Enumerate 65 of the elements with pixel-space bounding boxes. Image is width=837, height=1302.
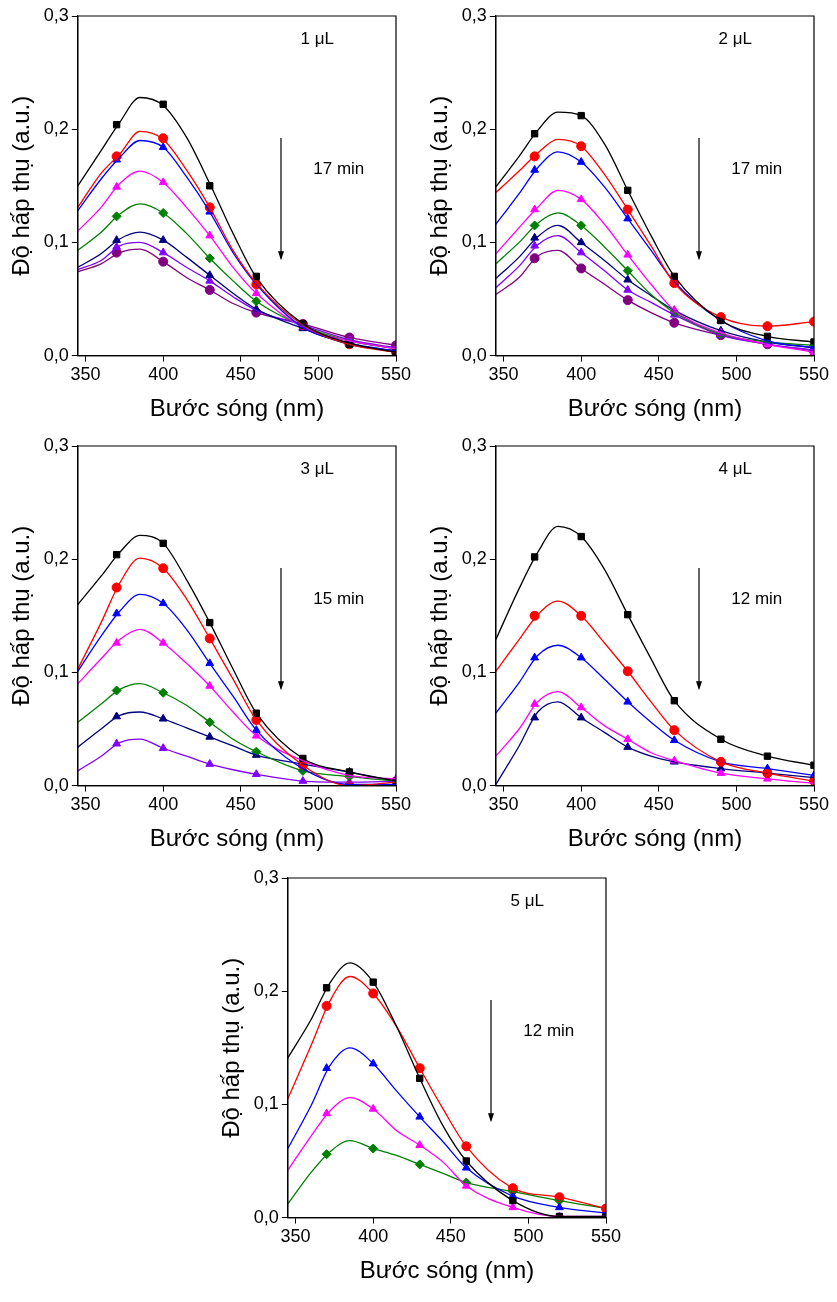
x-tick-label: 500 <box>721 364 752 385</box>
y-tick-label: 0,0 <box>461 774 487 795</box>
annotation: 15 min <box>313 588 365 608</box>
y-tick-label: 0,3 <box>461 434 487 455</box>
x-tick-label: 400 <box>566 794 597 815</box>
y-axis-title: Độ hấp thụ (a.u.) <box>7 95 35 276</box>
y-tick-label: 0,0 <box>461 344 487 365</box>
x-tick-label: 350 <box>70 794 101 815</box>
x-tick-label: 400 <box>358 1226 389 1247</box>
x-tick-label: 450 <box>225 794 256 815</box>
x-tick-label: 350 <box>488 364 519 385</box>
x-tick-label: 350 <box>280 1226 311 1247</box>
y-tick-label: 0,1 <box>43 661 69 682</box>
x-tick-label: 500 <box>721 794 752 815</box>
y-tick-label: 0,0 <box>43 344 69 365</box>
y-tick-label: 0,1 <box>461 231 487 252</box>
y-axis-title: Độ hấp thụ (a.u.) <box>425 525 453 706</box>
x-tick-label: 350 <box>70 364 101 385</box>
x-tick-label: 450 <box>225 364 256 385</box>
x-tick-label: 550 <box>590 1226 622 1247</box>
annotation: 3 μL <box>300 459 334 479</box>
x-tick-label: 550 <box>798 794 830 815</box>
y-axis-title: Độ hấp thụ (a.u.) <box>425 95 453 276</box>
annotation: 17 min <box>731 158 783 178</box>
annotation: 5 μL <box>510 891 544 911</box>
x-tick-label: 400 <box>148 364 179 385</box>
x-tick-label: 400 <box>566 364 597 385</box>
y-tick-label: 0,2 <box>43 118 69 139</box>
y-tick-label: 0,3 <box>43 434 69 455</box>
y-tick-label: 0,2 <box>461 118 487 139</box>
y-tick-label: 0,2 <box>461 548 487 569</box>
annotation: 12 min <box>523 1020 575 1040</box>
x-axis-title: Bước sóng (nm) <box>567 394 743 422</box>
y-tick-label: 0,2 <box>253 980 279 1001</box>
y-tick-label: 0,2 <box>43 548 69 569</box>
x-tick-label: 500 <box>303 794 334 815</box>
y-tick-label: 0,3 <box>43 4 69 25</box>
x-axis-title: Bước sóng (nm) <box>567 824 743 852</box>
x-tick-label: 450 <box>643 364 674 385</box>
y-tick-label: 0,1 <box>43 231 69 252</box>
x-tick-label: 350 <box>488 794 519 815</box>
x-tick-label: 400 <box>148 794 179 815</box>
y-axis-title: Độ hấp thụ (a.u.) <box>217 957 245 1138</box>
x-tick-label: 550 <box>380 364 412 385</box>
annotation: 1 μL <box>300 29 334 49</box>
x-axis-title: Bước sóng (nm) <box>359 1256 535 1284</box>
x-tick-label: 450 <box>435 1226 466 1247</box>
annotation: 12 min <box>731 588 783 608</box>
y-tick-label: 0,3 <box>253 866 279 887</box>
y-tick-label: 0,1 <box>461 661 487 682</box>
annotation: 2 μL <box>718 29 752 49</box>
y-axis-title: Độ hấp thụ (a.u.) <box>7 525 35 706</box>
x-tick-label: 550 <box>798 364 830 385</box>
x-tick-label: 500 <box>513 1226 544 1247</box>
y-tick-label: 0,3 <box>461 4 487 25</box>
x-tick-label: 450 <box>643 794 674 815</box>
x-tick-label: 550 <box>380 794 412 815</box>
x-axis-title: Bước sóng (nm) <box>149 824 325 852</box>
x-axis-title: Bước sóng (nm) <box>149 394 325 422</box>
y-tick-label: 0,0 <box>43 774 69 795</box>
y-tick-label: 0,1 <box>253 1093 279 1114</box>
x-tick-label: 500 <box>303 364 334 385</box>
annotation: 17 min <box>313 158 365 178</box>
annotation: 4 μL <box>718 459 752 479</box>
y-tick-label: 0,0 <box>253 1206 279 1227</box>
